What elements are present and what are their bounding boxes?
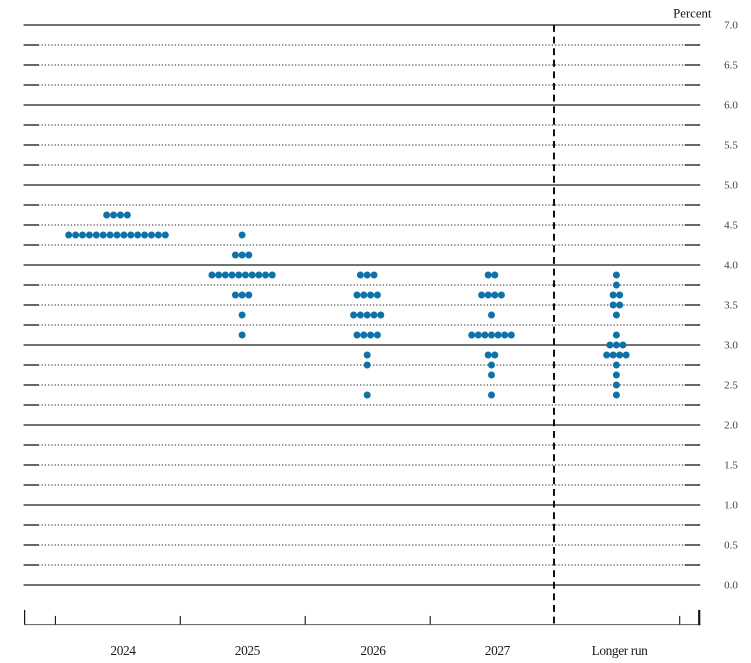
- svg-text:4.5: 4.5: [724, 220, 738, 232]
- svg-text:1.0: 1.0: [724, 500, 738, 512]
- svg-text:2.0: 2.0: [724, 420, 738, 432]
- svg-text:5.5: 5.5: [724, 140, 738, 152]
- svg-text:3.5: 3.5: [724, 300, 738, 312]
- svg-text:5.0: 5.0: [724, 180, 738, 192]
- svg-text:2025: 2025: [235, 643, 261, 658]
- svg-text:2.5: 2.5: [724, 380, 738, 392]
- svg-text:Longer run: Longer run: [592, 643, 649, 658]
- svg-text:6.0: 6.0: [724, 100, 738, 112]
- svg-text:2024: 2024: [110, 643, 136, 658]
- svg-text:0.0: 0.0: [724, 580, 738, 592]
- svg-text:Percent: Percent: [673, 7, 712, 21]
- svg-text:6.5: 6.5: [724, 60, 738, 72]
- svg-text:7.0: 7.0: [724, 20, 738, 32]
- svg-text:2026: 2026: [360, 643, 386, 658]
- svg-text:3.0: 3.0: [724, 340, 738, 352]
- svg-text:4.0: 4.0: [724, 260, 738, 272]
- svg-text:2027: 2027: [485, 643, 511, 658]
- svg-text:1.5: 1.5: [724, 460, 738, 472]
- svg-text:0.5: 0.5: [724, 540, 738, 552]
